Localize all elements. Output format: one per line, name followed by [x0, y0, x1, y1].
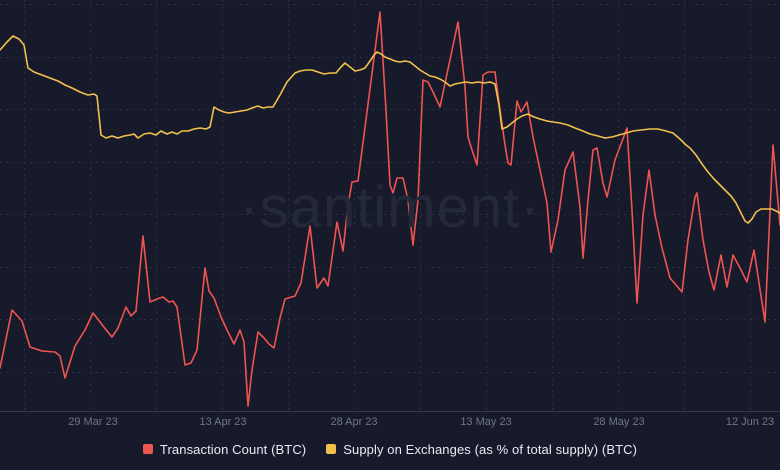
chart-plot-area[interactable]: ·santiment· — [0, 0, 780, 413]
chart-legend: Transaction Count (BTC) Supply on Exchang… — [0, 440, 780, 458]
x-tick-label: 29 Mar 23 — [68, 416, 118, 428]
x-axis-tick-labels: 29 Mar 23 13 Apr 23 28 Apr 23 13 May 23 28 M… — [0, 416, 780, 432]
x-tick-label: 12 Jun 23 — [725, 416, 775, 428]
legend-label: Transaction Count (BTC) — [159, 441, 307, 457]
legend-swatch-transaction-count — [142, 444, 153, 454]
chart-canvas[interactable] — [0, 0, 780, 413]
transaction-count-line — [0, 11, 780, 407]
legend-item-supply-on-exchanges[interactable]: Supply on Exchanges (as % of total suppl… — [326, 442, 637, 457]
x-tick-label: 13 Apr 23 — [199, 416, 247, 428]
legend-label: Supply on Exchanges (as % of total suppl… — [343, 441, 638, 457]
legend-swatch-supply-on-exchanges — [326, 444, 337, 454]
x-tick-label: 13 May 23 — [460, 416, 512, 428]
supply-on-exchanges-line — [0, 35, 780, 224]
x-tick-label: 28 Apr 23 — [330, 416, 378, 428]
legend-item-transaction-count[interactable]: Transaction Count (BTC) — [142, 441, 307, 457]
x-tick-label: 28 May 23 — [593, 416, 645, 428]
